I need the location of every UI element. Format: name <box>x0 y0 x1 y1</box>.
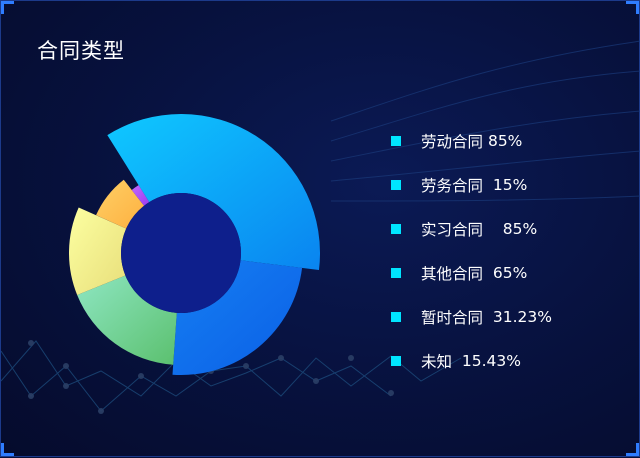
legend-label: 实习合同 <box>421 221 484 239</box>
legend-spacer <box>483 176 493 194</box>
legend-swatch <box>391 356 401 366</box>
legend-swatch <box>391 268 401 278</box>
chart-title: 合同类型 <box>37 39 125 63</box>
legend-label: 劳务合同 <box>421 177 484 195</box>
legend-swatch <box>391 224 401 234</box>
legend-item: 实习合同 85% <box>391 207 552 251</box>
legend-swatch <box>391 136 401 146</box>
legend-item: 劳动合同 85% <box>391 119 552 163</box>
center-hole <box>121 193 241 313</box>
legend-value: 31.23% <box>492 308 552 326</box>
corner-decoration <box>626 1 639 14</box>
legend-value: 15.43% <box>461 352 521 370</box>
rose-slice <box>69 207 127 295</box>
legend-item: 其他合同 65% <box>391 251 552 295</box>
legend-label: 其他合同 <box>421 265 484 283</box>
corner-decoration <box>1 1 14 14</box>
legend-value: 85% <box>502 220 538 238</box>
legend-spacer <box>483 220 503 238</box>
legend-label: 劳动合同 <box>421 133 484 151</box>
legend-item: 暂时合同 31.23% <box>391 295 552 339</box>
legend-swatch <box>391 312 401 322</box>
legend-spacer <box>452 352 462 370</box>
legend-label: 未知 <box>421 353 453 371</box>
legend-swatch <box>391 180 401 190</box>
legend: 劳动合同 85% 劳务合同 15% 实习合同 85% 其他合同 65% 暂时合同 31.… <box>391 119 552 383</box>
legend-label: 暂时合同 <box>421 309 484 327</box>
rose-slice <box>77 275 177 365</box>
legend-item: 劳务合同 15% <box>391 163 552 207</box>
legend-value: 85% <box>487 132 523 150</box>
legend-spacer <box>483 308 493 326</box>
rose-slice <box>96 179 145 229</box>
legend-item: 未知 15.43% <box>391 339 552 383</box>
legend-value: 65% <box>492 264 528 282</box>
legend-spacer <box>483 264 493 282</box>
rose-slice <box>107 114 321 270</box>
legend-value: 15% <box>492 176 528 194</box>
rose-slice <box>172 260 303 376</box>
corner-decoration <box>1 443 14 456</box>
corner-decoration <box>626 443 639 456</box>
rose-slice <box>131 185 150 206</box>
